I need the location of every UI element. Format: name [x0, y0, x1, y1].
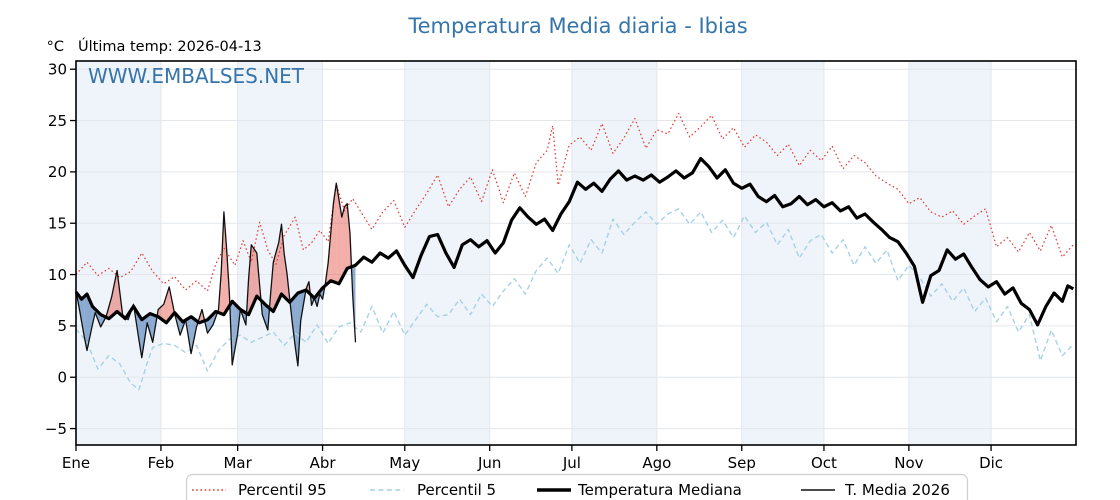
x-tick-label: Abr: [310, 454, 337, 472]
fill-above-median: [281, 224, 285, 297]
fill-above-median: [339, 199, 342, 284]
fill-below-median: [292, 296, 296, 347]
y-tick-label: −5: [45, 420, 67, 438]
month-bands: [76, 61, 992, 445]
x-tick-label: Sep: [728, 454, 756, 472]
fill-below-median: [139, 315, 142, 358]
month-band-jul: [571, 61, 657, 445]
y-axis-unit: °C: [47, 39, 64, 55]
watermark: WWW.EMBALSES.NET: [88, 64, 305, 88]
fill-below-median: [262, 301, 268, 330]
legend-label-1: Percentil 95: [238, 481, 327, 499]
month-band-mar: [237, 61, 323, 445]
y-tick-label: 15: [48, 214, 67, 232]
y-tick-label: 0: [57, 368, 67, 386]
fill-above-median: [333, 183, 337, 283]
x-tick-label: Oct: [811, 454, 837, 472]
fill-above-median: [336, 183, 339, 284]
data-series: [74, 112, 1075, 391]
fill-above-median: [163, 286, 170, 321]
fill-above-median: [111, 270, 118, 317]
fill-above-median: [344, 203, 348, 274]
axes: [70, 60, 1077, 451]
x-tick-label: Ene: [62, 454, 90, 472]
gridlines: [76, 61, 1076, 445]
fill-above-median: [248, 244, 252, 315]
month-band-ene: [76, 61, 161, 445]
y-tick-label: 25: [48, 112, 67, 130]
percentil-5-line: [75, 208, 1074, 391]
x-tick-label: Dic: [979, 454, 1003, 472]
month-band-sep: [741, 61, 824, 445]
x-tick-label: Nov: [894, 454, 923, 472]
x-tick-label: Jun: [477, 454, 501, 472]
temperatura-mediana-line: [74, 156, 1075, 327]
fill-below-median: [232, 301, 238, 365]
x-tick-label: Feb: [148, 454, 175, 472]
fill-above-median: [341, 206, 345, 279]
fill-above-median: [278, 224, 282, 300]
fill-above-median: [330, 202, 334, 282]
fill-above-median: [251, 244, 257, 309]
fill-above-median: [284, 254, 287, 300]
plot-border: [75, 60, 1077, 446]
legend-label-4: T. Media 2026: [844, 481, 950, 499]
x-tick-label: Jul: [562, 454, 581, 472]
x-tick-label: May: [389, 454, 420, 472]
t-media-2026-line: [75, 182, 357, 367]
fill-above-median: [347, 203, 350, 269]
fill-above-median: [223, 211, 227, 315]
x-tick-label: Mar: [223, 454, 252, 472]
axis-labels: −5 0 5 10 15 20 25 30 Ene Feb Mar Abr May Jun Jul Ago Se…: [45, 60, 1003, 472]
last-temp-annotation: Última temp: 2026-04-13: [78, 37, 262, 55]
legend-box: [185, 473, 969, 500]
legend-label-3: Temperatura Mediana: [577, 481, 742, 499]
legend-label-2: Percentil 5: [417, 481, 496, 499]
y-tick-label: 5: [57, 317, 67, 335]
legend: Percentil 95 Percentil 5 Temperatura Media…: [185, 473, 969, 500]
x-tick-label: Ago: [642, 454, 671, 472]
fill-below-median: [87, 294, 93, 351]
y-tick-label: 10: [48, 266, 67, 284]
percentil-95-line: [75, 112, 1074, 292]
y-tick-label: 30: [48, 60, 67, 78]
y-tick-label: 20: [48, 163, 67, 181]
chart-title: Temperatura Media diaria - Ibias: [407, 14, 747, 38]
